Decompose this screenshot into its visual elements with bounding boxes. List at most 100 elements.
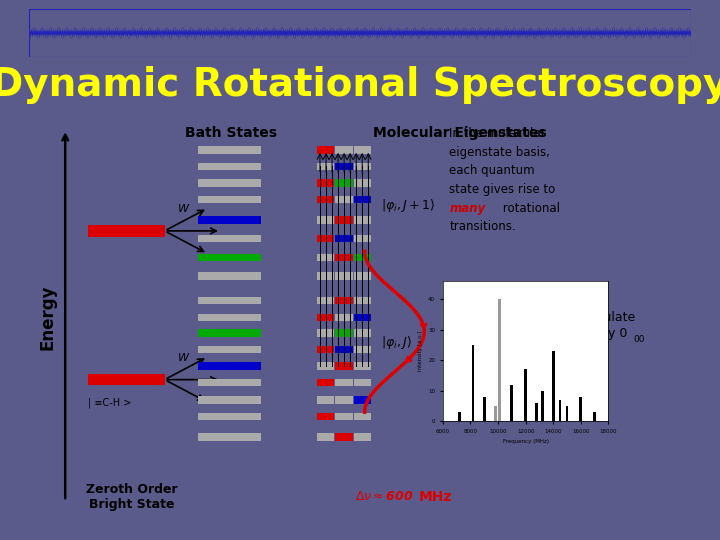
Text: 00: 00	[633, 335, 644, 344]
Text: $\Delta\nu\approx$600: $\Delta\nu\approx$600	[355, 490, 413, 503]
Bar	[472, 345, 474, 421]
Text: Dynamic Rotational Spectroscopy: Dynamic Rotational Spectroscopy	[0, 66, 720, 104]
Bar	[317, 413, 334, 420]
Text: state gives rise to: state gives rise to	[449, 183, 556, 196]
Bar	[198, 146, 261, 154]
Bar	[336, 413, 353, 420]
Bar	[354, 272, 372, 280]
Bar	[336, 217, 353, 224]
Text: In the molecular: In the molecular	[449, 127, 546, 140]
Text: W: W	[178, 204, 189, 214]
Bar	[559, 400, 562, 421]
Bar	[198, 163, 261, 170]
Bar	[317, 379, 334, 386]
Bar	[336, 146, 353, 154]
Bar	[524, 369, 527, 421]
Bar	[336, 362, 353, 370]
Bar	[336, 346, 353, 353]
Bar	[317, 179, 334, 187]
Bar	[566, 406, 568, 421]
Text: W: W	[178, 353, 189, 363]
Text: rotational: rotational	[499, 201, 560, 214]
Bar	[354, 314, 372, 321]
Bar	[198, 379, 261, 386]
Bar	[198, 235, 261, 242]
Text: Energy: Energy	[38, 285, 56, 350]
Text: $|\varphi_i, J\rangle$: $|\varphi_i, J\rangle$	[381, 334, 413, 350]
Bar	[336, 179, 353, 187]
Bar	[354, 297, 372, 305]
Bar	[317, 314, 334, 321]
Text: | ≡C-H >: | ≡C-H >	[89, 398, 132, 408]
Bar	[198, 297, 261, 305]
Bar	[354, 196, 372, 203]
Y-axis label: Intensity [a.u.]: Intensity [a.u.]	[418, 330, 423, 372]
Text: Molecular Eigenstates: Molecular Eigenstates	[373, 126, 547, 140]
Bar	[354, 179, 372, 187]
Bar	[498, 299, 501, 421]
Bar	[317, 235, 334, 242]
Bar	[494, 406, 497, 421]
Bar	[198, 433, 261, 441]
Bar	[354, 346, 372, 353]
Bar	[336, 272, 353, 280]
Bar	[89, 225, 165, 237]
Bar	[354, 146, 372, 154]
Bar	[198, 346, 261, 353]
Bar	[354, 254, 372, 261]
Bar	[198, 396, 261, 403]
Bar	[317, 433, 334, 441]
Bar	[317, 146, 334, 154]
Bar	[317, 163, 334, 170]
Bar	[198, 314, 261, 321]
Text: eigenstate basis,: eigenstate basis,	[449, 146, 550, 159]
Bar	[198, 179, 261, 187]
Bar	[580, 397, 582, 421]
Bar	[593, 412, 596, 421]
Bar	[317, 272, 334, 280]
Bar	[510, 384, 513, 421]
Bar	[336, 433, 353, 441]
Bar	[336, 235, 353, 242]
Text: only 0: only 0	[589, 327, 628, 340]
Bar	[354, 329, 372, 336]
Bar	[354, 217, 372, 224]
Text: MHz: MHz	[419, 490, 452, 504]
Bar	[317, 254, 334, 261]
Bar	[336, 163, 353, 170]
Bar	[458, 412, 461, 421]
Bar	[89, 374, 165, 386]
Bar	[317, 297, 334, 305]
Bar	[535, 403, 538, 421]
Bar	[317, 217, 334, 224]
Bar	[483, 397, 485, 421]
Bar	[354, 433, 372, 441]
Bar	[317, 362, 334, 370]
Bar	[198, 217, 261, 224]
Bar	[317, 196, 334, 203]
Bar	[198, 413, 261, 420]
Bar	[336, 379, 353, 386]
Bar	[552, 351, 554, 421]
Bar	[336, 396, 353, 403]
Bar	[198, 254, 261, 261]
Bar	[354, 163, 372, 170]
Bar	[317, 346, 334, 353]
Bar	[336, 329, 353, 336]
Bar	[336, 314, 353, 321]
Text: many: many	[449, 201, 485, 214]
Bar	[198, 196, 261, 203]
Bar	[354, 362, 372, 370]
Bar	[336, 254, 353, 261]
Bar	[317, 396, 334, 403]
Bar	[336, 297, 353, 305]
Bar	[354, 379, 372, 386]
Text: Zeroth Order
Bright State: Zeroth Order Bright State	[86, 483, 177, 511]
Bar	[541, 390, 544, 421]
Text: Bath States: Bath States	[185, 126, 276, 140]
Bar	[354, 235, 372, 242]
Text: $|\varphi_i, J+1\rangle$: $|\varphi_i, J+1\rangle$	[381, 197, 436, 214]
Text: Populate: Populate	[581, 310, 636, 324]
X-axis label: Frequency (MHz): Frequency (MHz)	[503, 440, 549, 444]
Text: each quantum: each quantum	[449, 164, 535, 178]
